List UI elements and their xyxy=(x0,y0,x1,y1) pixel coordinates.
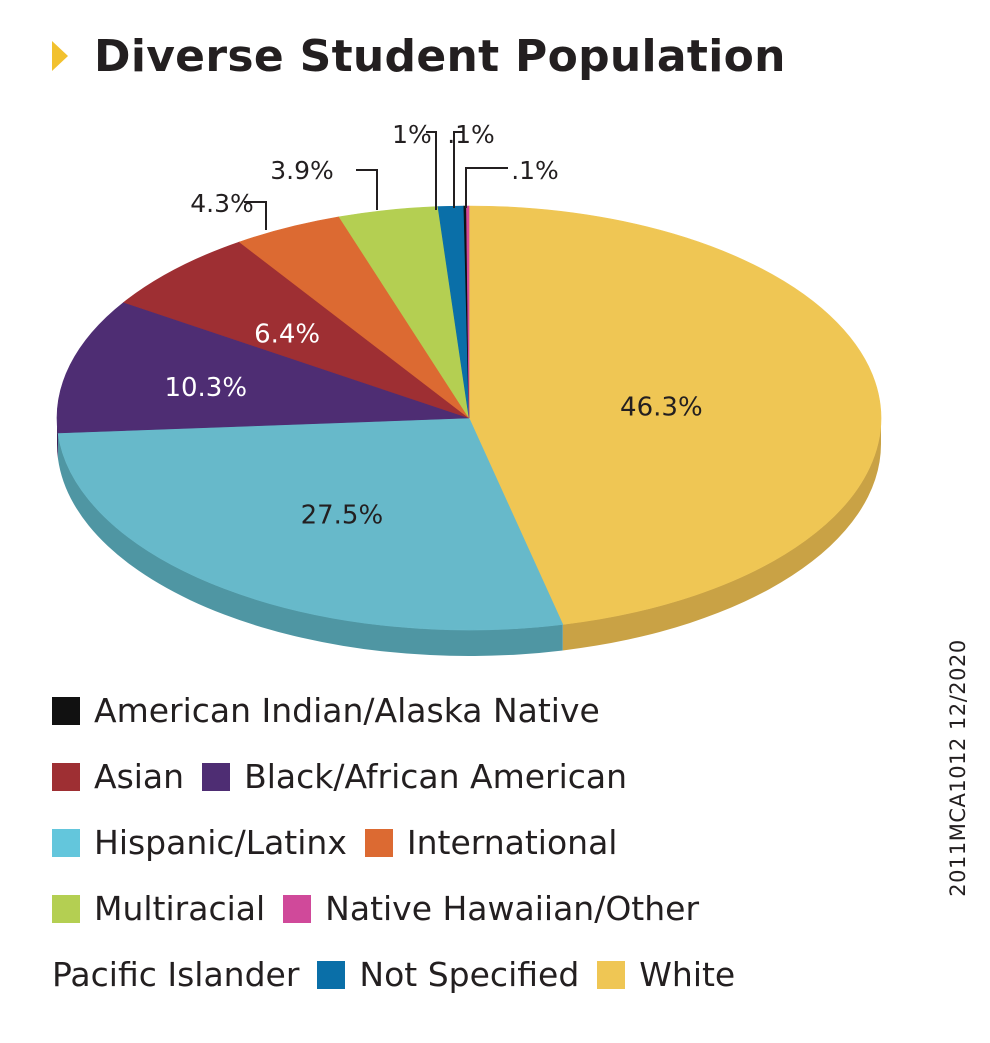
document-code: 2011MCA1012 12/2020 xyxy=(946,639,970,897)
legend-label: Native Hawaiian/Other xyxy=(325,889,700,928)
legend-line: Pacific Islander Not Specified White xyxy=(52,942,735,1008)
data-label-black-african-american: 10.3% xyxy=(164,373,247,403)
data-label-asian: 6.4% xyxy=(254,320,320,350)
legend-item-international: International xyxy=(364,810,618,876)
legend-swatch xyxy=(364,829,393,857)
legend-swatch xyxy=(317,961,346,989)
pie-labels: 46.3% 27.5% 10.3%6.4% 4.3% 3.9% 1% .1% .1% xyxy=(164,120,702,531)
data-label-native-hawaiian-other-pacific-islander: .1% xyxy=(511,156,559,185)
legend-item-asian: Asian xyxy=(52,744,184,810)
legend-swatch xyxy=(52,697,80,725)
legend-item-multiracial: Multiracial xyxy=(52,876,265,942)
chart-header: Diverse Student Population xyxy=(52,26,786,86)
legend-item-american-indian-alaska-native: American Indian/Alaska Native xyxy=(52,678,600,744)
pie-slice-hispanic-latinx xyxy=(57,417,564,631)
legend-item-white: White xyxy=(597,942,735,1008)
legend-line: American Indian/Alaska Native xyxy=(52,678,735,744)
legend-swatch xyxy=(52,829,80,857)
legend-swatch xyxy=(597,961,626,989)
leader-line-native-hawaiian-other-pacific-islander xyxy=(465,167,508,208)
legend-label: Not Specified xyxy=(359,955,580,994)
legend-label-continuation: Pacific Islander xyxy=(52,942,299,1008)
chart-title: Diverse Student Population xyxy=(94,30,786,82)
pie-slice-asian xyxy=(123,241,470,419)
legend-label: Pacific Islander xyxy=(52,955,300,994)
pie-slices xyxy=(56,205,882,631)
data-label-multiracial: 3.9% xyxy=(270,156,334,185)
legend-label: International xyxy=(406,823,618,862)
pie-chart: 46.3% 27.5% 10.3%6.4% 4.3% 3.9% 1% .1% .1% xyxy=(56,120,882,656)
pie-side-hispanic-latinx xyxy=(58,432,563,656)
legend-label: Asian xyxy=(94,757,185,796)
legend-label: Multiracial xyxy=(94,889,266,928)
data-label-american-indian-alaska-native: .1% xyxy=(447,120,495,149)
pie-slice-black-african-american xyxy=(56,302,470,434)
legend-line: Asian Black/African American xyxy=(52,744,735,810)
legend-swatch xyxy=(283,895,312,923)
legend-line: Multiracial Native Hawaiian/Other xyxy=(52,876,735,942)
data-label-white: 46.3% xyxy=(620,393,703,423)
leader-line-american-indian-alaska-native xyxy=(453,131,464,208)
legend-label: American Indian/Alaska Native xyxy=(94,691,600,730)
pie-slice-white xyxy=(468,205,882,625)
legend-label: White xyxy=(639,955,736,994)
data-label-not-specified: 1% xyxy=(392,120,432,149)
leader-line-international xyxy=(244,201,267,230)
legend-line: Hispanic/Latinx International xyxy=(52,810,735,876)
leader-line-multiracial xyxy=(356,169,378,210)
legend-item-black-african-american: Black/African American xyxy=(202,744,627,810)
legend-item-hispanic-latinx: Hispanic/Latinx xyxy=(52,810,347,876)
pie-side-white xyxy=(562,418,881,651)
legend-item-not-specified: Not Specified xyxy=(317,942,579,1008)
leader-line-not-specified xyxy=(426,131,437,210)
legend-item-native-hawaiian-other: Native Hawaiian/Other xyxy=(283,876,699,942)
legend-label: Hispanic/Latinx xyxy=(94,823,347,862)
chart-legend: American Indian/Alaska Native Asian Black/… xyxy=(52,678,735,1008)
legend-swatch xyxy=(52,895,80,923)
legend-swatch xyxy=(52,763,80,791)
legend-swatch xyxy=(202,763,231,791)
legend-label: Black/African American xyxy=(244,757,628,796)
data-label-international: 4.3% xyxy=(190,189,254,218)
title-arrow-icon xyxy=(52,41,68,71)
data-label-hispanic-latinx: 27.5% xyxy=(301,501,384,531)
